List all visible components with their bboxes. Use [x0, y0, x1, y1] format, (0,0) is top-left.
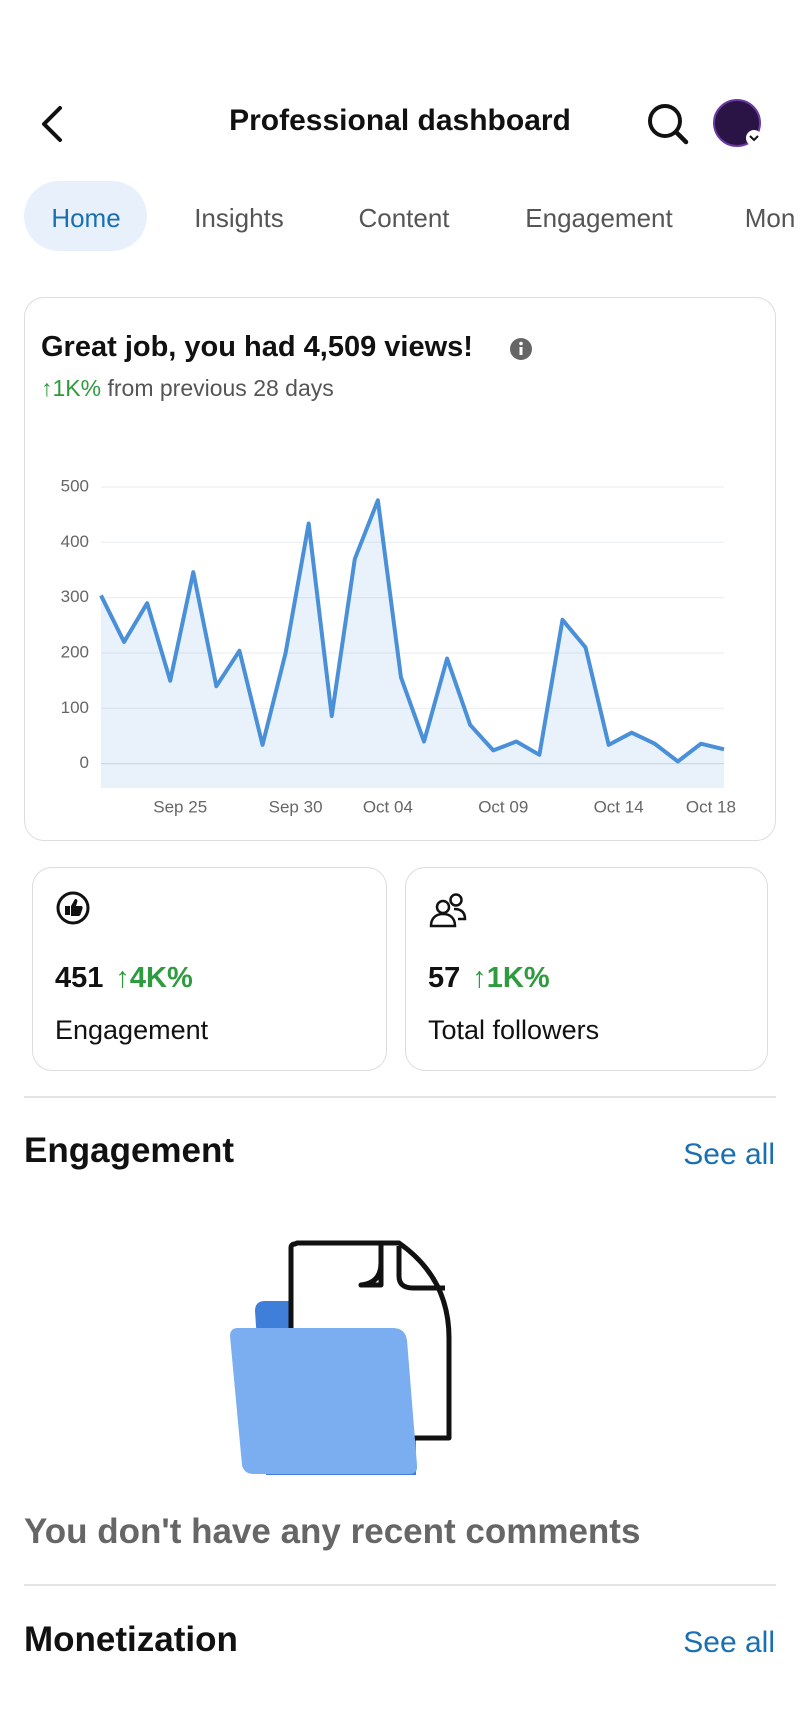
y-tick-label: 500 — [61, 476, 89, 495]
see-all-link[interactable]: See all — [683, 1626, 775, 1659]
divider — [24, 1584, 776, 1586]
stat-row: 57 ↑1K% — [428, 962, 550, 995]
line-area — [101, 500, 724, 788]
engagement-icon — [56, 891, 90, 925]
views-chart: 0 100 200 300 400 500 Sep 25 Sep 30 Oct 04 Oct 09… — [61, 476, 736, 816]
x-tick-label: Oct 14 — [594, 797, 644, 816]
stat-change: ↑1K% — [472, 962, 550, 994]
y-tick-label: 0 — [80, 753, 89, 772]
x-tick-label: Oct 04 — [363, 797, 413, 816]
page-title: Professional dashboard — [229, 104, 571, 137]
search-button[interactable] — [645, 101, 691, 147]
views-change: ↑1K% from previous 28 days — [41, 375, 334, 402]
empty-message: You don't have any recent comments — [24, 1512, 641, 1551]
section-title: Engagement — [24, 1131, 235, 1170]
y-tick-label: 100 — [61, 698, 89, 717]
tab[interactable]: Content — [358, 203, 450, 233]
line — [99, 498, 725, 764]
stat-card[interactable] — [405, 867, 768, 1071]
change-value: ↑1K% — [41, 375, 102, 401]
profile-avatar[interactable] — [712, 99, 764, 149]
x-tick-label: Sep 25 — [153, 797, 207, 816]
tab[interactable]: Mon — [744, 203, 796, 233]
y-tick-label: 200 — [61, 642, 89, 661]
info-icon[interactable] — [509, 337, 533, 361]
section-title: Monetization — [24, 1620, 238, 1659]
tab[interactable]: Home — [51, 203, 121, 233]
tab[interactable]: Engagement — [525, 203, 673, 233]
stat-row: 451 ↑4K% — [55, 962, 193, 995]
followers-icon — [429, 893, 467, 928]
stat-value: 451 — [55, 962, 104, 994]
views-card — [24, 297, 776, 841]
x-tick-label: Sep 30 — [269, 797, 323, 816]
stat-value: 57 — [428, 962, 461, 994]
stat-label: Engagement — [55, 1015, 209, 1045]
y-tick-label: 300 — [61, 587, 89, 606]
empty-illustration — [230, 1240, 452, 1475]
stat-card[interactable] — [32, 867, 387, 1071]
stat-label: Total followers — [428, 1015, 600, 1045]
see-all-link[interactable]: See all — [683, 1138, 775, 1171]
x-tick-label: Oct 18 — [686, 797, 736, 816]
y-tick-label: 400 — [61, 532, 89, 551]
views-headline: Great job, you had 4,509 views! — [41, 331, 473, 363]
active-tab-bg — [24, 181, 147, 251]
back-button[interactable] — [36, 104, 70, 144]
divider — [24, 1096, 776, 1098]
stat-change: ↑4K% — [115, 962, 193, 994]
tab[interactable]: Insights — [194, 203, 284, 233]
change-text: from previous 28 days — [107, 375, 334, 401]
x-tick-label: Oct 09 — [478, 797, 528, 816]
